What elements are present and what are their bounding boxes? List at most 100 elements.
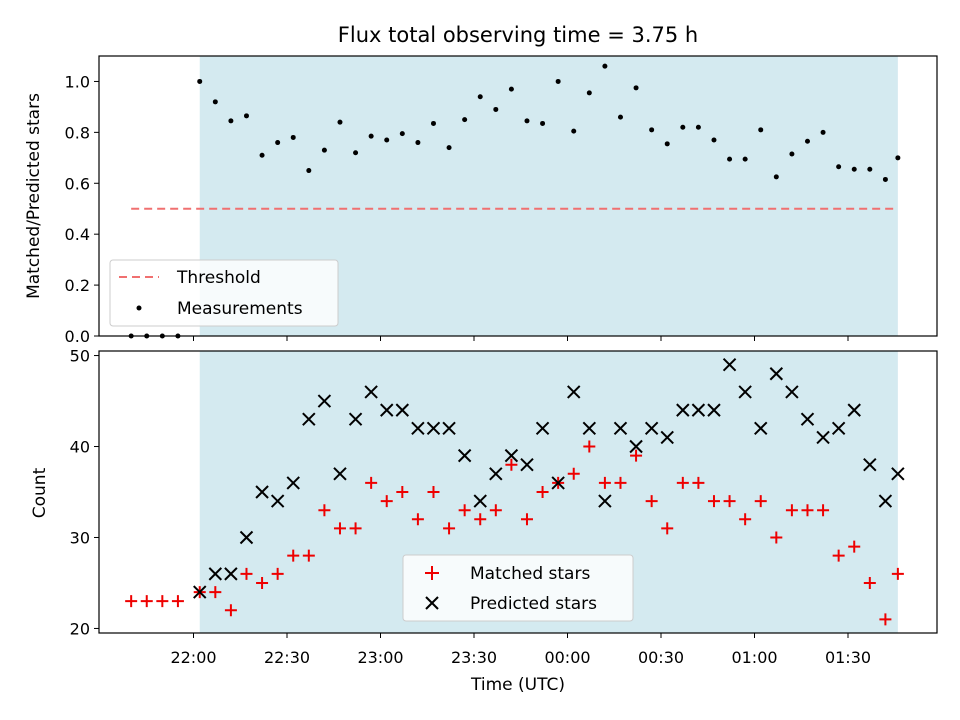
matched-star-point (863, 576, 876, 589)
predicted-star-point (660, 430, 674, 445)
predicted-star-point (891, 467, 905, 481)
predicted-star-point (644, 421, 659, 436)
matched-star-point (645, 495, 658, 508)
measurement-point (617, 114, 623, 120)
x-tick-label: 22:30 (264, 648, 310, 667)
measurement-point (399, 131, 405, 137)
bottom-y-tick-label: 20 (70, 619, 90, 638)
top-y-tick-label: 0.6 (65, 174, 90, 193)
measurement-point (586, 90, 592, 96)
top-y-tick-label: 0.8 (65, 123, 90, 142)
predicted-star-point (785, 385, 799, 399)
matched-star-point (349, 522, 362, 535)
measurement-point (275, 140, 281, 146)
predicted-star-point (473, 494, 487, 508)
predicted-star-point (582, 421, 597, 436)
bottom-y-axis-label: Count (30, 467, 50, 518)
measurement-point (540, 120, 546, 126)
top-y-tick-label: 0.2 (65, 276, 90, 295)
predicted-star-point (193, 585, 207, 599)
measurement-point (758, 127, 764, 133)
legend-threshold-label: Threshold (176, 268, 261, 288)
predicted-star-point (302, 412, 316, 426)
measurement-point (321, 147, 327, 153)
bottom-legend: Matched stars Predicted stars (402, 554, 634, 622)
measurement-point (197, 78, 203, 84)
chart-title: Flux total observing time = 3.75 h (338, 23, 698, 47)
measurement-point (306, 168, 312, 174)
matched-star-point (156, 595, 169, 608)
x-tick-label: 23:00 (357, 648, 403, 667)
matched-star-point (458, 504, 471, 517)
legend-measurements-label: Measurements (177, 299, 303, 319)
bottom-y-tick-label: 30 (70, 528, 90, 547)
x-tick-label: 00:00 (544, 648, 590, 667)
predicted-star-point (613, 421, 628, 436)
predicted-star-point (270, 494, 285, 508)
legend-matched-label: Matched stars (470, 564, 590, 584)
predicted-star-point (598, 494, 612, 508)
measurement-point (493, 106, 499, 112)
measurement-point (602, 63, 608, 69)
predicted-star-point (348, 412, 363, 426)
measurement-point (446, 145, 452, 151)
matched-star-point (302, 549, 315, 562)
predicted-star-point (816, 430, 830, 445)
matched-star-point (427, 486, 440, 498)
measurement-point (353, 150, 359, 156)
top-y-axis-label: Matched/Predicted stars (24, 93, 44, 299)
matched-star-point (707, 495, 720, 508)
bottom-y-tick-label: 40 (70, 438, 90, 457)
predicted-star-point (535, 421, 550, 436)
matched-star-point (396, 486, 409, 498)
measurement-point (773, 174, 779, 180)
measurement-point (836, 164, 842, 170)
predicted-star-point (551, 476, 565, 490)
matched-star-point (171, 595, 184, 608)
matched-star-point (891, 567, 904, 580)
bottom-legend-box (402, 554, 634, 622)
bottom-y-tick-label: 50 (70, 347, 90, 366)
measurement-point (851, 166, 857, 172)
matched-star-point (801, 504, 814, 517)
predicted-star-point (364, 385, 378, 399)
predicted-star-point (707, 403, 721, 417)
measurement-point (571, 128, 577, 134)
measurement-point (368, 133, 374, 139)
matched-star-point (832, 549, 845, 562)
matched-star-point (443, 522, 456, 535)
predicted-star-point (863, 458, 877, 472)
predicted-star-point (520, 458, 534, 472)
x-tick-label: 01:30 (825, 648, 871, 667)
measurement-point (337, 119, 343, 125)
matched-star-point (125, 595, 138, 608)
x-axis-label: Time (UTC) (470, 675, 565, 695)
measurement-point (867, 166, 873, 172)
measurement-point (212, 99, 218, 105)
measurement-point (462, 117, 468, 123)
predicted-star-point (442, 421, 456, 436)
matched-star-point (754, 495, 767, 508)
matched-star-point (411, 513, 424, 526)
measurement-point (695, 124, 701, 130)
measurement-point (290, 134, 296, 140)
measurement-point (895, 155, 901, 161)
matched-star-point (380, 495, 393, 508)
measurement-point (228, 118, 234, 124)
legend-measurements-marker (136, 305, 142, 311)
predicted-star-point (208, 567, 223, 581)
predicted-star-point (722, 357, 737, 372)
predicted-star-point (504, 448, 519, 463)
measurement-point (882, 176, 888, 182)
matched-star-point (770, 531, 783, 544)
top-panel: 0.0 0.2 0.4 0.6 0.8 1.0 Matched/Predicted sta… (24, 55, 938, 346)
top-legend-box (109, 259, 339, 327)
predicted-star-point (286, 476, 300, 490)
matched-star-point (692, 476, 705, 489)
predicted-star-point (380, 403, 394, 417)
matched-star-point (598, 476, 611, 489)
predicted-star-point (395, 403, 410, 417)
matched-star-point (209, 586, 222, 599)
predicted-star-point (847, 403, 861, 417)
